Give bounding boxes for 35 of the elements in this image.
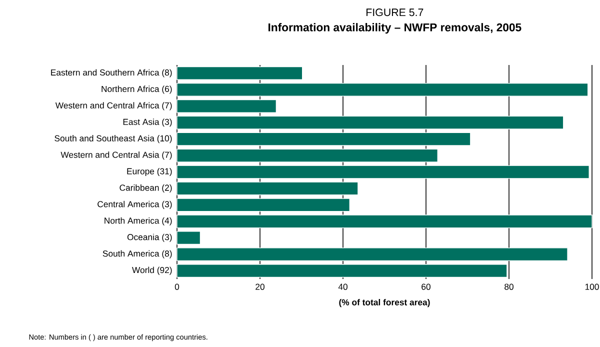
bar (176, 264, 508, 278)
bar (176, 66, 303, 80)
y-tick-label: Caribbean (2) (120, 184, 172, 193)
bar (176, 82, 588, 96)
y-tick-label: North America (4) (104, 217, 172, 226)
y-tick-label: Central America (3) (98, 200, 172, 209)
y-tick-label: East Asia (3) (123, 118, 172, 127)
y-tick-label: South America (8) (102, 250, 172, 258)
chart-title: FIGURE 5.7 (366, 8, 424, 16)
x-tick-label: 20 (256, 284, 264, 290)
y-tick-label: World (92) (132, 266, 172, 275)
bar (176, 248, 568, 262)
bar (176, 198, 350, 212)
bar (176, 99, 277, 113)
x-tick-label: 0 (174, 284, 180, 290)
bar (176, 148, 438, 162)
y-tick-label: Europe (31) (127, 168, 172, 176)
y-tick-label: Northern Africa (6) (102, 86, 172, 94)
x-tick-label: 100 (585, 284, 599, 290)
bar (176, 231, 201, 245)
bar (176, 132, 471, 146)
y-tick-label: South and Southeast Asia (10) (54, 135, 172, 144)
y-tick-label: Western and Central Asia (7) (60, 152, 172, 160)
bar (176, 214, 592, 228)
bar (176, 165, 590, 179)
x-axis-title: (% of total forest area) (339, 299, 430, 308)
chart-subtitle: Information availability – NWFP removals, 2005 (268, 23, 522, 34)
x-tick-label: 80 (504, 284, 514, 290)
bar (176, 182, 358, 196)
bar (176, 116, 564, 130)
y-tick-label: Eastern and Southern Africa (8) (51, 69, 172, 78)
x-tick-label: 60 (422, 284, 430, 290)
y-tick-label: Oceania (3) (127, 234, 172, 242)
x-tick-label: 40 (338, 284, 348, 290)
y-tick-label: Western and Central Africa (7) (55, 102, 172, 110)
